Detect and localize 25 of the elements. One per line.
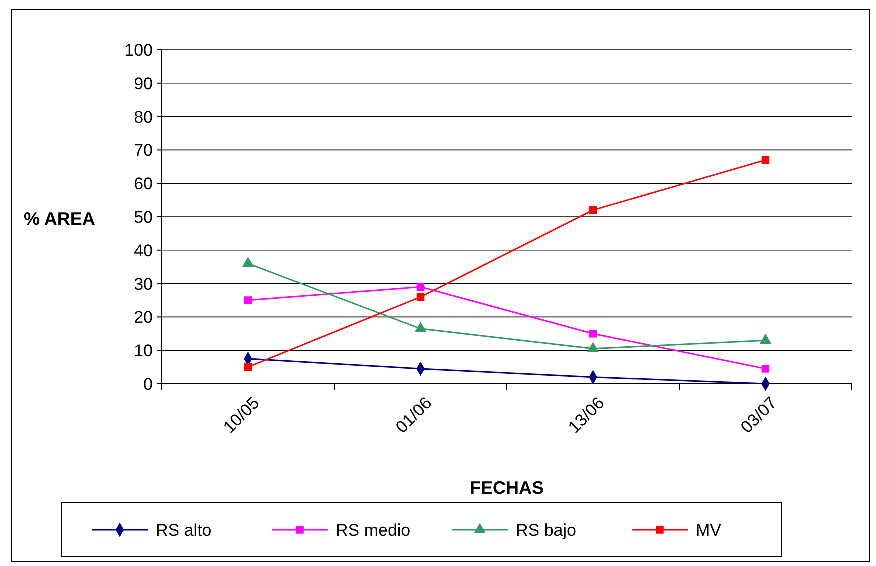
y-tick-label: 50 bbox=[134, 208, 153, 227]
y-tick-label: 30 bbox=[134, 274, 153, 294]
y-tick-label: 90 bbox=[134, 74, 153, 94]
point bbox=[589, 330, 598, 338]
y-axis-title: % AREA bbox=[24, 209, 96, 229]
legend-label: RS alto bbox=[156, 520, 212, 540]
point bbox=[416, 293, 425, 302]
y-tick-label: 0 bbox=[144, 374, 153, 394]
point bbox=[762, 365, 770, 373]
y-tick-label: 100 bbox=[124, 40, 153, 60]
y-tick-label: 80 bbox=[134, 108, 153, 127]
point bbox=[589, 206, 598, 214]
y-tick-label: 10 bbox=[134, 342, 153, 361]
legend-label: RS bajo bbox=[516, 520, 576, 540]
y-tick-label: 70 bbox=[134, 141, 153, 160]
y-tick-label: 20 bbox=[134, 308, 153, 328]
y-tick-label: 40 bbox=[134, 241, 153, 260]
point bbox=[244, 296, 252, 304]
y-tick-label: 60 bbox=[134, 174, 153, 194]
point bbox=[244, 363, 252, 372]
legend-label: MV bbox=[696, 520, 722, 540]
point bbox=[416, 283, 425, 292]
point bbox=[762, 156, 770, 164]
legend-label: RS medio bbox=[336, 520, 411, 540]
x-axis-title: FECHAS bbox=[470, 478, 544, 498]
